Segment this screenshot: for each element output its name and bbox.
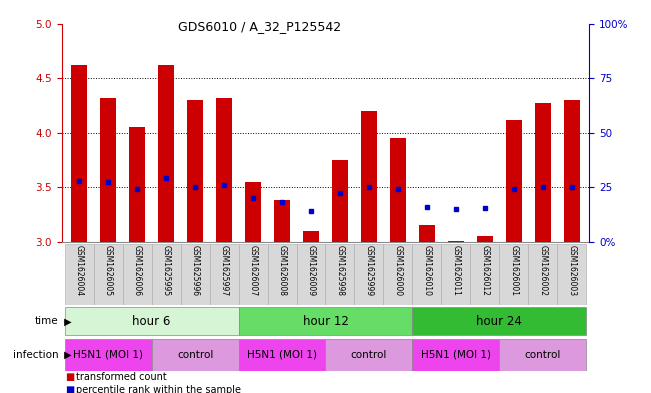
Text: GSM1626008: GSM1626008 (277, 246, 286, 296)
FancyBboxPatch shape (499, 339, 587, 371)
Bar (332, 160, 348, 242)
Text: GSM1626002: GSM1626002 (538, 246, 547, 296)
Text: GSM1626011: GSM1626011 (451, 246, 460, 296)
FancyBboxPatch shape (383, 244, 413, 305)
Bar (361, 111, 377, 242)
FancyBboxPatch shape (499, 244, 529, 305)
FancyBboxPatch shape (441, 244, 471, 305)
Text: GSM1626005: GSM1626005 (104, 246, 113, 297)
FancyBboxPatch shape (64, 339, 152, 371)
FancyBboxPatch shape (529, 244, 557, 305)
FancyBboxPatch shape (64, 244, 94, 305)
FancyBboxPatch shape (326, 244, 355, 305)
FancyBboxPatch shape (413, 307, 587, 335)
Text: GSM1626010: GSM1626010 (422, 246, 432, 296)
FancyBboxPatch shape (94, 244, 122, 305)
Text: infection: infection (13, 350, 59, 360)
Bar (448, 241, 464, 242)
FancyBboxPatch shape (180, 244, 210, 305)
Text: hour 12: hour 12 (303, 315, 348, 328)
Bar (71, 65, 87, 242)
FancyBboxPatch shape (122, 244, 152, 305)
Text: GSM1626007: GSM1626007 (249, 246, 258, 297)
Text: hour 6: hour 6 (132, 315, 171, 328)
Bar (129, 127, 145, 242)
Text: ■: ■ (65, 385, 74, 393)
Bar (506, 119, 522, 242)
Bar (274, 200, 290, 242)
Text: time: time (35, 316, 59, 326)
FancyBboxPatch shape (471, 244, 499, 305)
Text: GSM1625996: GSM1625996 (191, 246, 200, 297)
Text: GSM1626012: GSM1626012 (480, 246, 490, 296)
Bar (419, 225, 435, 242)
Bar (187, 100, 203, 242)
Text: GSM1625995: GSM1625995 (161, 246, 171, 297)
Text: percentile rank within the sample: percentile rank within the sample (76, 385, 241, 393)
Bar (216, 98, 232, 242)
FancyBboxPatch shape (355, 244, 383, 305)
Text: ■: ■ (65, 372, 74, 382)
FancyBboxPatch shape (413, 244, 441, 305)
Bar (390, 138, 406, 242)
Text: GSM1626003: GSM1626003 (567, 246, 576, 297)
Bar (303, 231, 319, 242)
Text: control: control (177, 350, 214, 360)
Text: H5N1 (MOI 1): H5N1 (MOI 1) (73, 350, 143, 360)
Text: GSM1626000: GSM1626000 (393, 246, 402, 297)
Text: GSM1625997: GSM1625997 (219, 246, 229, 297)
FancyBboxPatch shape (413, 339, 499, 371)
Text: GSM1626009: GSM1626009 (307, 246, 316, 297)
Text: GSM1625999: GSM1625999 (365, 246, 374, 297)
Text: control: control (525, 350, 561, 360)
Text: ▶: ▶ (61, 316, 72, 326)
Text: GSM1626006: GSM1626006 (133, 246, 142, 297)
Text: H5N1 (MOI 1): H5N1 (MOI 1) (247, 350, 317, 360)
Bar (477, 236, 493, 242)
FancyBboxPatch shape (238, 339, 326, 371)
Text: GSM1626004: GSM1626004 (75, 246, 84, 297)
FancyBboxPatch shape (296, 244, 326, 305)
FancyBboxPatch shape (268, 244, 296, 305)
FancyBboxPatch shape (152, 244, 180, 305)
FancyBboxPatch shape (210, 244, 238, 305)
Bar (564, 100, 580, 242)
Text: GSM1626001: GSM1626001 (509, 246, 518, 296)
FancyBboxPatch shape (238, 244, 268, 305)
FancyBboxPatch shape (557, 244, 587, 305)
Text: ▶: ▶ (61, 350, 72, 360)
Bar (100, 98, 116, 242)
Text: GSM1625998: GSM1625998 (335, 246, 344, 296)
FancyBboxPatch shape (326, 339, 413, 371)
FancyBboxPatch shape (238, 307, 413, 335)
Text: GDS6010 / A_32_P125542: GDS6010 / A_32_P125542 (178, 20, 341, 33)
Bar (158, 65, 174, 242)
Text: control: control (351, 350, 387, 360)
FancyBboxPatch shape (152, 339, 238, 371)
Text: transformed count: transformed count (76, 372, 167, 382)
Text: hour 24: hour 24 (477, 315, 522, 328)
Text: H5N1 (MOI 1): H5N1 (MOI 1) (421, 350, 491, 360)
Bar (535, 103, 551, 242)
Bar (245, 182, 261, 242)
FancyBboxPatch shape (64, 307, 238, 335)
